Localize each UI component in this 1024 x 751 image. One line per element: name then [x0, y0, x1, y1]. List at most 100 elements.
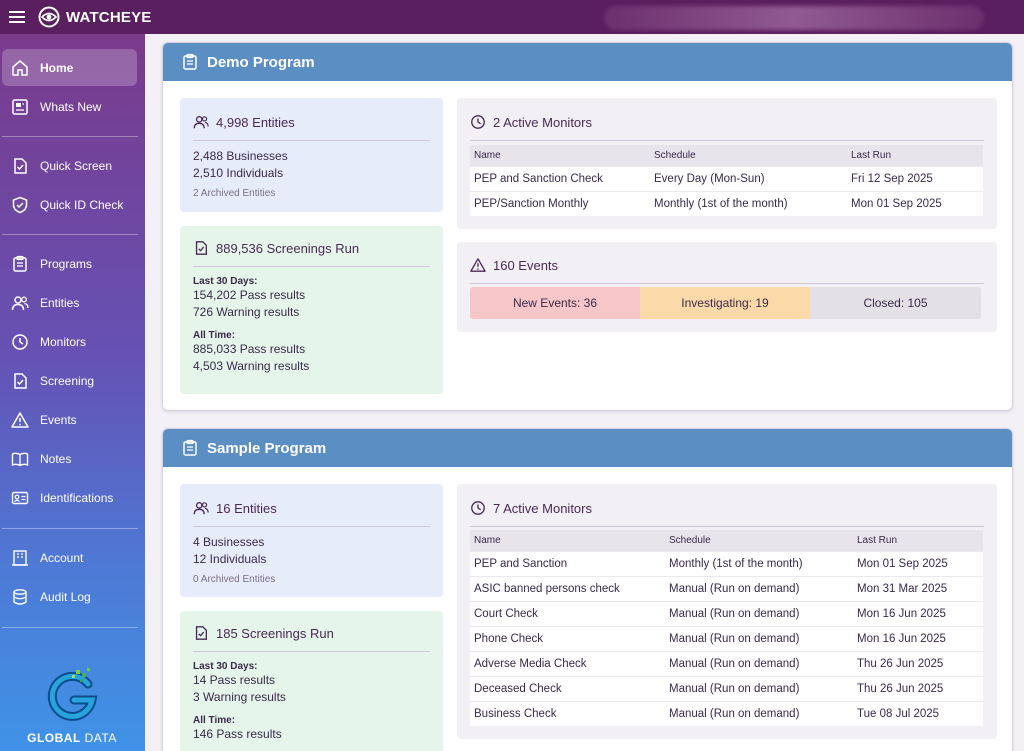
hamburger-menu-icon[interactable] — [0, 0, 34, 34]
sidebar-item-label: Monitors — [40, 334, 87, 349]
monitor-last-run: Fri 12 Sep 2025 — [847, 165, 983, 191]
table-row[interactable]: PEP and Sanction Check Every Day (Mon-Su… — [470, 165, 983, 191]
sidebar-item-label: Home — [40, 60, 74, 75]
monitor-name[interactable]: Court Check — [470, 600, 665, 626]
businesses-count: 2,488 Businesses — [193, 149, 288, 163]
active-monitors-count: 7 Active Monitors — [493, 500, 592, 516]
monitor-name[interactable]: Business Check — [470, 700, 665, 726]
monitor-schedule: Manual (Run on demand) — [665, 575, 853, 601]
screenings-count: 889,536 Screenings Run — [216, 240, 360, 256]
monitors-card[interactable]: 7 Active Monitors Name Schedule Last Run… — [457, 484, 997, 739]
sidebar-item-screening[interactable]: Screening — [2, 362, 137, 399]
screenings-card[interactable]: 889,536 Screenings Run Last 30 Days: 154… — [180, 226, 443, 394]
entities-card[interactable]: 4,998 Entities 2,488 Businesses 2,510 In… — [180, 98, 443, 212]
monitor-name[interactable]: PEP/Sanction Monthly — [470, 190, 650, 216]
users-icon — [193, 116, 209, 129]
program-title: Demo Program — [207, 53, 315, 71]
monitor-name[interactable]: Phone Check — [470, 625, 665, 651]
program-header[interactable]: Sample Program — [163, 429, 1012, 467]
sidebar-item-label: Identifications — [40, 490, 114, 505]
program-title: Sample Program — [207, 439, 327, 457]
monitor-schedule: Manual (Run on demand) — [665, 625, 853, 651]
table-row[interactable]: Deceased Check Manual (Run on demand) Th… — [470, 675, 983, 701]
sidebar-item-monitors[interactable]: Monitors — [2, 323, 137, 360]
sidebar-item-label: Whats New — [40, 99, 102, 114]
individuals-count: 2,510 Individuals — [193, 166, 284, 180]
monitor-last-run: Mon 01 Sep 2025 — [847, 190, 983, 216]
investigating-segment[interactable]: Investigating: 19 — [640, 287, 810, 319]
clock-icon — [471, 501, 485, 515]
monitor-name[interactable]: ASIC banned persons check — [470, 575, 665, 601]
monitor-schedule: Every Day (Mon-Sun) — [650, 165, 847, 191]
program-card-demo: Demo Program 4,998 Entities 2,488 Busine… — [162, 42, 1013, 411]
column-header-name[interactable]: Name — [470, 530, 665, 551]
sidebar-item-quick-screen[interactable]: Quick Screen — [2, 147, 137, 184]
new-events-segment[interactable]: New Events: 36 — [470, 287, 640, 319]
sidebar: Home Whats New Quick Screen Quick ID Che… — [0, 34, 145, 751]
column-header-last-run[interactable]: Last Run — [853, 530, 983, 551]
monitor-name[interactable]: Adverse Media Check — [470, 650, 665, 676]
sidebar-item-label: Quick Screen — [40, 158, 113, 173]
sidebar-item-home[interactable]: Home — [2, 49, 137, 86]
monitor-name[interactable]: PEP and Sanction — [470, 550, 665, 576]
id-card-icon — [10, 488, 30, 508]
book-icon — [10, 449, 30, 469]
sidebar-item-account[interactable]: Account — [2, 539, 137, 576]
database-icon — [10, 587, 30, 607]
sidebar-divider — [2, 528, 138, 529]
sidebar-item-label: Programs — [40, 256, 93, 271]
sidebar-item-label: Screening — [40, 373, 95, 388]
monitor-name[interactable]: PEP and Sanction Check — [470, 165, 650, 191]
sidebar-item-entities[interactable]: Entities — [2, 284, 137, 321]
sidebar-item-audit-log[interactable]: Audit Log — [2, 578, 137, 615]
column-header-last-run[interactable]: Last Run — [847, 145, 983, 166]
table-row[interactable]: Business Check Manual (Run on demand) Tu… — [470, 700, 983, 726]
clipboard-icon — [183, 439, 197, 456]
last-30-warning: 3 Warning results — [193, 690, 286, 704]
all-time-label: All Time: — [193, 715, 236, 726]
monitor-last-run: Tue 08 Jul 2025 — [853, 700, 983, 726]
column-header-schedule[interactable]: Schedule — [665, 530, 853, 551]
sidebar-item-quick-id-check[interactable]: Quick ID Check — [2, 186, 137, 223]
divider — [193, 266, 430, 267]
warning-icon — [470, 258, 486, 272]
table-row[interactable]: Court Check Manual (Run on demand) Mon 1… — [470, 600, 983, 626]
monitor-schedule: Manual (Run on demand) — [665, 700, 853, 726]
table-row[interactable]: ASIC banned persons check Manual (Run on… — [470, 575, 983, 601]
table-row[interactable]: PEP/Sanction Monthly Monthly (1st of the… — [470, 190, 983, 216]
archived-entities: 2 Archived Entities — [193, 188, 276, 199]
monitors-card[interactable]: 2 Active Monitors Name Schedule Last Run… — [457, 98, 997, 229]
individuals-count: 12 Individuals — [193, 552, 267, 566]
divider — [193, 526, 430, 527]
monitor-name[interactable]: Deceased Check — [470, 675, 665, 701]
events-card[interactable]: 160 Events New Events: 36 Investigating:… — [457, 242, 997, 332]
entities-title: 4,998 Entities — [180, 104, 443, 140]
archived-entities: 0 Archived Entities — [193, 574, 276, 585]
sidebar-item-events[interactable]: Events — [2, 401, 137, 438]
brand-logo[interactable]: WATCHEYE — [38, 6, 152, 28]
program-header[interactable]: Demo Program — [163, 43, 1012, 81]
home-icon — [10, 58, 30, 78]
global-data-logo: GLOBAL DATA — [22, 666, 122, 745]
closed-segment[interactable]: Closed: 105 — [810, 287, 981, 319]
last-30-pass: 14 Pass results — [193, 673, 276, 687]
sidebar-item-whats-new[interactable]: Whats New — [2, 88, 137, 125]
sidebar-item-identifications[interactable]: Identifications — [2, 479, 137, 516]
check-doc-icon — [10, 156, 30, 176]
sidebar-item-label: Notes — [40, 451, 72, 466]
screenings-title: 185 Screenings Run — [180, 615, 443, 651]
table-row[interactable]: Adverse Media Check Manual (Run on deman… — [470, 650, 983, 676]
main-content: Demo Program 4,998 Entities 2,488 Busine… — [145, 34, 1024, 751]
sidebar-item-notes[interactable]: Notes — [2, 440, 137, 477]
column-header-name[interactable]: Name — [470, 145, 650, 166]
screenings-card[interactable]: 185 Screenings Run Last 30 Days: 14 Pass… — [180, 611, 443, 751]
sidebar-divider — [2, 234, 138, 235]
table-row[interactable]: PEP and Sanction Monthly (1st of the mon… — [470, 550, 983, 576]
entities-card[interactable]: 16 Entities 4 Businesses 12 Individuals … — [180, 484, 443, 597]
page-scrollbar[interactable] — [1017, 34, 1024, 751]
column-header-schedule[interactable]: Schedule — [650, 145, 847, 166]
monitor-last-run: Mon 31 Mar 2025 — [853, 575, 983, 601]
table-row[interactable]: Phone Check Manual (Run on demand) Mon 1… — [470, 625, 983, 651]
sidebar-item-programs[interactable]: Programs — [2, 245, 137, 282]
monitor-last-run: Thu 26 Jun 2025 — [853, 675, 983, 701]
